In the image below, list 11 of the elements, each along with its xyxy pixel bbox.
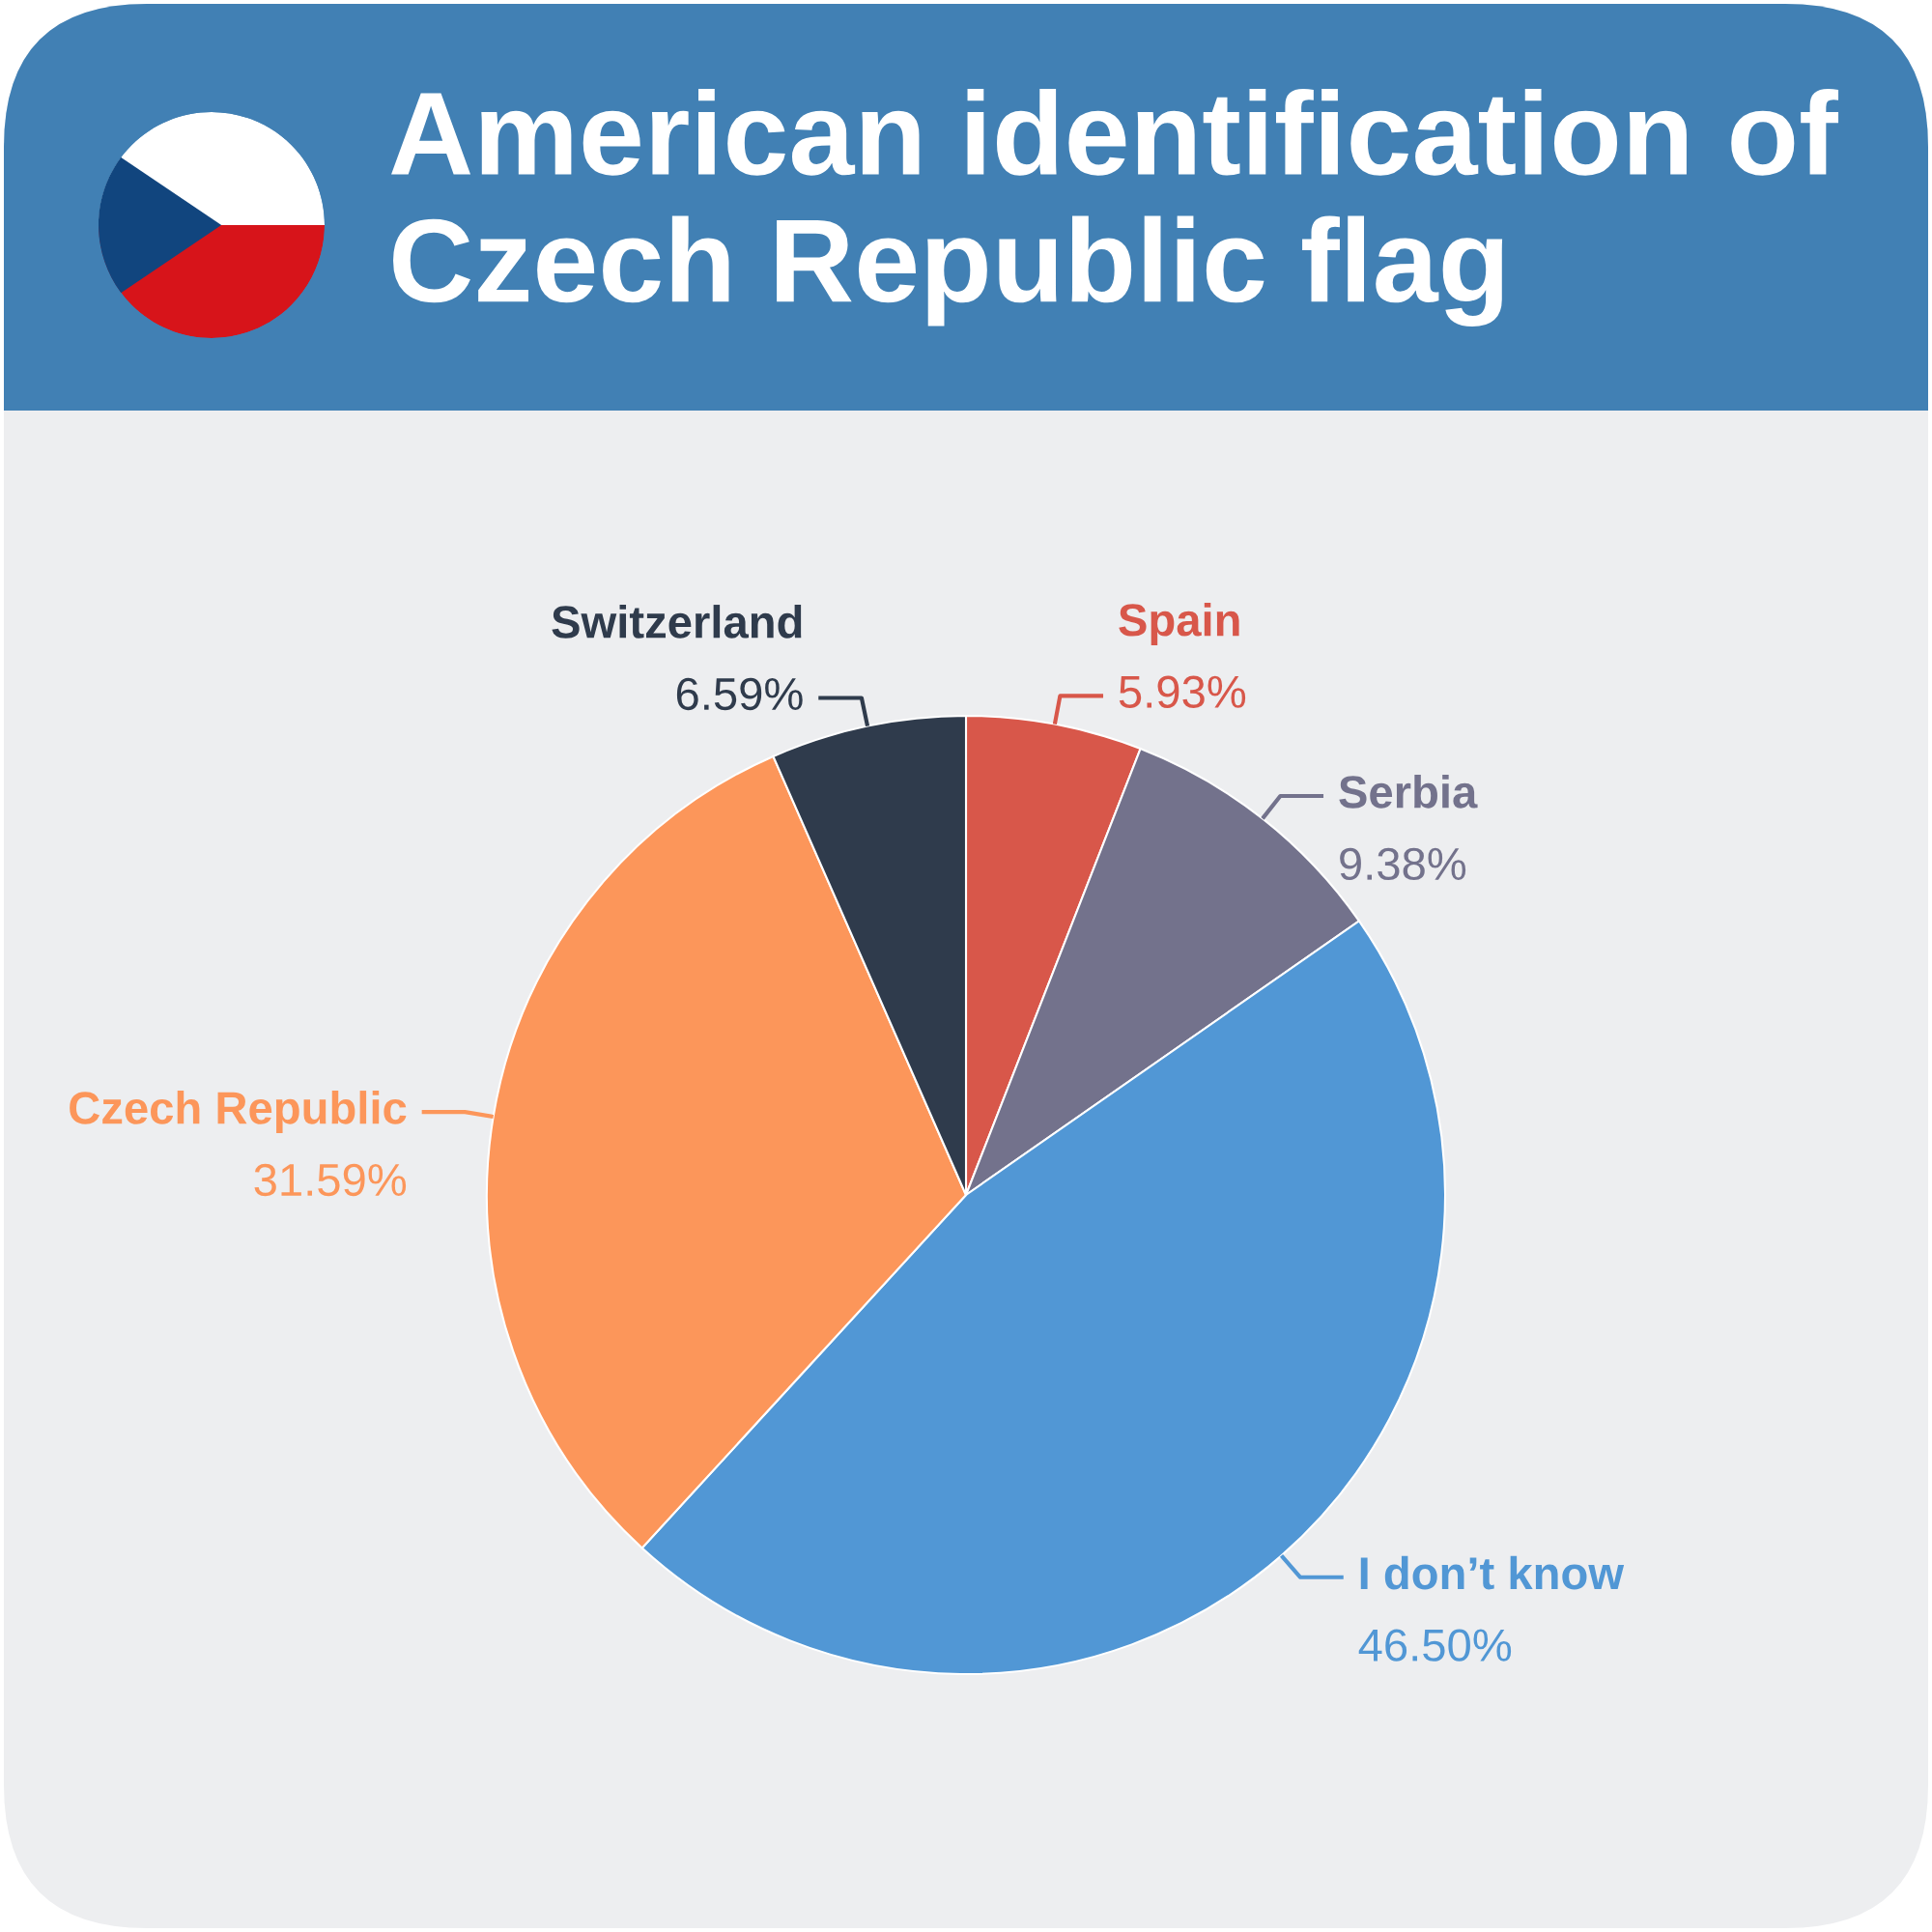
data-label: 31.59%	[254, 1163, 407, 1197]
data-label: 46.50%	[1358, 1629, 1512, 1662]
slice-label: Serbia	[1339, 775, 1478, 809]
data-label: 9.38%	[1340, 847, 1466, 881]
slice-label: I don’t know	[1360, 1555, 1625, 1590]
slice-label: Switzerland	[552, 605, 802, 639]
data-label: 6.59%	[676, 677, 803, 711]
data-label: 5.93%	[1119, 675, 1246, 709]
slice-label: Czech Republic	[70, 1091, 407, 1134]
slice-label: Spain	[1119, 602, 1239, 645]
chart-title: American identification of Czech Republic flag	[391, 88, 1839, 327]
